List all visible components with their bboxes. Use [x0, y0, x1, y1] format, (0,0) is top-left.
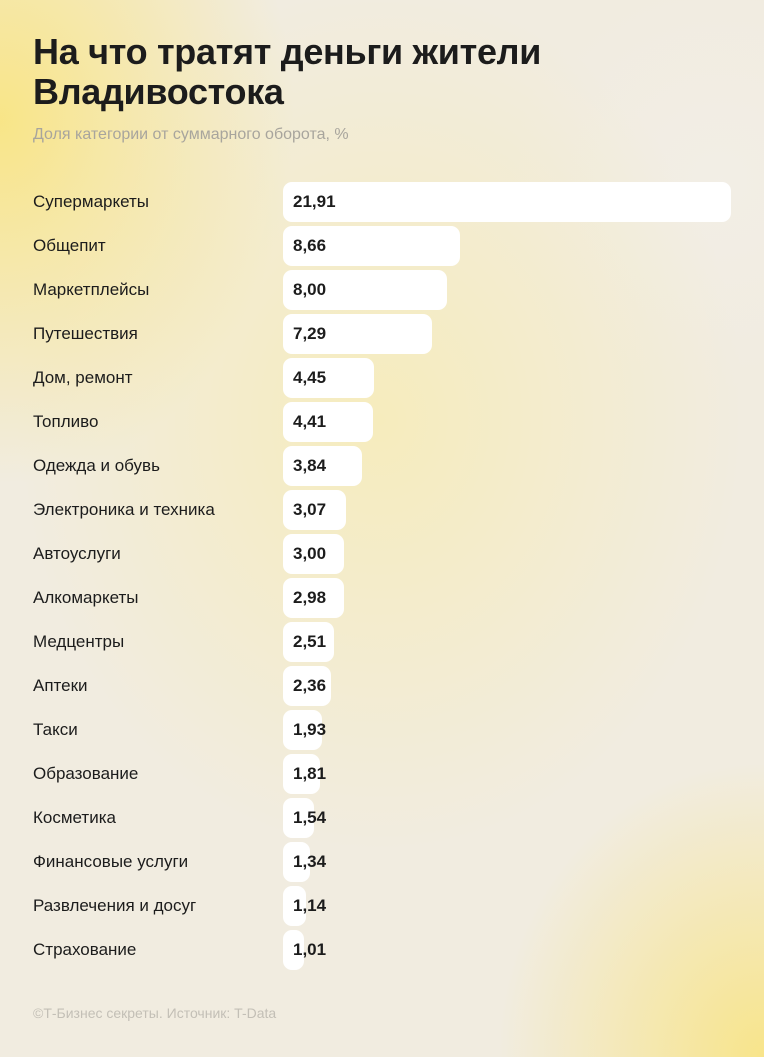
chart-row: Развлечения и досуг 1,14 — [0, 886, 764, 926]
category-label: Алкомаркеты — [33, 588, 139, 607]
value-label: 2,36 — [293, 676, 327, 695]
chart-row: Медцентры 2,51 — [0, 622, 764, 662]
chart-row: Маркетплейсы 8,00 — [0, 270, 764, 310]
bar — [283, 358, 374, 398]
bar — [283, 182, 731, 222]
value-label: 1,34 — [293, 852, 327, 871]
chart-row: Одежда и обувь 3,84 — [0, 446, 764, 486]
bar — [283, 578, 344, 618]
category-label: Дом, ремонт — [33, 368, 133, 387]
bar — [283, 270, 447, 310]
chart-row: Страхование 1,01 — [0, 930, 764, 970]
chart-row: Супермаркеты 21,91 — [0, 182, 764, 222]
chart-row: Финансовые услуги 1,34 — [0, 842, 764, 882]
value-label: 3,84 — [293, 456, 327, 475]
chart-row: Алкомаркеты 2,98 — [0, 578, 764, 618]
chart-row: Путешествия 7,29 — [0, 314, 764, 354]
chart-subtitle: Доля категории от суммарного оборота, % — [33, 126, 349, 143]
category-label: Такси — [33, 720, 78, 739]
chart-row: Автоуслуги 3,00 — [0, 534, 764, 574]
value-label: 21,91 — [293, 192, 336, 211]
chart-row: Косметика 1,54 — [0, 798, 764, 838]
value-label: 1,81 — [293, 764, 327, 783]
bar — [283, 314, 433, 354]
category-label: Аптеки — [33, 676, 88, 695]
category-label: Косметика — [33, 808, 116, 827]
category-label: Общепит — [33, 236, 106, 255]
chart-row: Такси 1,93 — [0, 710, 764, 750]
chart-row: Топливо 4,41 — [0, 402, 764, 442]
value-label: 2,98 — [293, 588, 327, 607]
value-label: 7,29 — [293, 324, 327, 343]
value-label: 8,66 — [293, 236, 327, 255]
bar — [283, 666, 332, 706]
value-label: 3,07 — [293, 500, 327, 519]
category-label: Маркетплейсы — [33, 280, 150, 299]
value-label: 1,93 — [293, 720, 327, 739]
category-label: Топливо — [33, 412, 99, 431]
chart-row: Общепит 8,66 — [0, 226, 764, 266]
bar-chart: Супермаркеты 21,91 Общепит 8,66 Маркетплейсы… — [0, 182, 764, 974]
bar — [283, 754, 320, 794]
category-label: Автоуслуги — [33, 544, 121, 563]
bar — [283, 930, 304, 970]
value-label: 4,41 — [293, 412, 327, 431]
bar — [283, 710, 323, 750]
source-footer: ©Т-Бизнес секреты. Источник: T-Data — [33, 1005, 277, 1021]
value-label: 2,51 — [293, 632, 327, 651]
value-label: 3,00 — [293, 544, 327, 563]
bar — [283, 226, 461, 266]
bar — [283, 446, 362, 486]
bar — [283, 490, 346, 530]
chart-row: Дом, ремонт 4,45 — [0, 358, 764, 398]
chart-row: Аптеки 2,36 — [0, 666, 764, 706]
value-label: 8,00 — [293, 280, 327, 299]
value-label: 4,45 — [293, 368, 327, 387]
chart-row: Электроника и техника 3,07 — [0, 490, 764, 530]
value-label: 1,54 — [293, 808, 327, 827]
bar — [283, 842, 311, 882]
chart-title: На что тратят деньги жители Владивостока — [33, 31, 542, 112]
category-label: Медцентры — [33, 632, 125, 651]
bar — [283, 622, 335, 662]
category-label: Супермаркеты — [33, 192, 150, 211]
category-label: Финансовые услуги — [33, 852, 189, 871]
bar — [283, 402, 374, 442]
chart-row: Образование 1,81 — [0, 754, 764, 794]
bar — [283, 886, 307, 926]
bar — [283, 534, 345, 574]
value-label: 1,01 — [293, 940, 327, 959]
category-label: Развлечения и досуг — [33, 896, 197, 915]
category-label: Путешествия — [33, 324, 138, 343]
category-label: Электроника и техника — [33, 500, 215, 519]
category-label: Одежда и обувь — [33, 456, 160, 475]
bar — [283, 798, 315, 838]
category-label: Образование — [33, 764, 139, 783]
category-label: Страхование — [33, 940, 137, 959]
value-label: 1,14 — [293, 896, 327, 915]
